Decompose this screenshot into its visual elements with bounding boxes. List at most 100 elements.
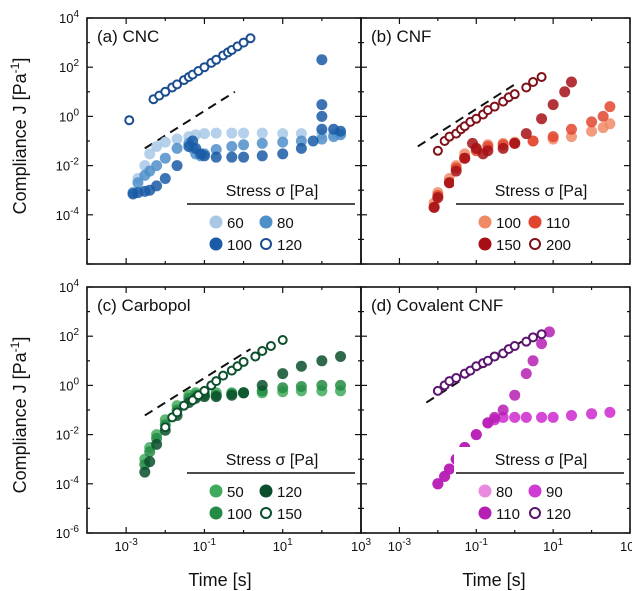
- legend-entry-label: 200: [546, 237, 571, 254]
- series-120: [432, 329, 547, 396]
- data-point: [171, 142, 183, 154]
- y-tick-label: 10-4: [56, 206, 80, 223]
- data-point: [245, 33, 256, 44]
- legend-marker: [529, 507, 541, 519]
- data-point: [470, 429, 482, 441]
- legend: Stress σ [Pa] 60 100 80 120: [185, 178, 357, 260]
- x-tick-label: 103: [351, 537, 371, 554]
- data-point: [171, 133, 183, 145]
- data-point: [198, 150, 210, 162]
- data-point: [521, 82, 532, 93]
- data-point: [151, 180, 163, 192]
- data-point: [159, 136, 171, 148]
- data-point: [559, 86, 571, 98]
- panel-title: (c) Carbopol: [97, 296, 191, 315]
- y-tick-label: 10-2: [56, 157, 80, 174]
- data-point: [238, 139, 250, 151]
- data-point: [172, 407, 183, 418]
- legend-entry-label: 100: [227, 237, 252, 254]
- y-tick-label: 10-6: [56, 524, 80, 541]
- data-point: [218, 370, 229, 381]
- data-point: [238, 37, 249, 48]
- data-point: [471, 113, 482, 124]
- data-point: [151, 160, 163, 172]
- series-200: [432, 71, 547, 156]
- legend-marker: [209, 506, 223, 520]
- data-point: [210, 144, 222, 156]
- data-point: [257, 346, 268, 357]
- data-point: [536, 338, 548, 350]
- data-point: [265, 340, 276, 351]
- data-point: [159, 172, 171, 184]
- data-point: [432, 478, 444, 490]
- series-100: [127, 54, 347, 200]
- data-point: [199, 385, 210, 396]
- data-point: [238, 127, 250, 139]
- legend-entry-label: 50: [227, 484, 244, 501]
- legend-title: Stress σ [Pa]: [226, 183, 319, 200]
- data-point: [509, 340, 520, 351]
- data-point: [277, 136, 289, 148]
- data-point: [547, 411, 559, 423]
- y-tick-label: 102: [59, 58, 79, 75]
- data-point: [210, 151, 222, 163]
- panel-2: (b) CNF Stress σ [Pa] 100 150 110 200: [360, 17, 631, 265]
- data-point: [277, 382, 289, 394]
- legend-entry-label: 100: [496, 215, 521, 232]
- data-point: [226, 127, 238, 139]
- data-point: [428, 201, 440, 213]
- data-point: [565, 76, 577, 88]
- legend-entry-label: 150: [277, 506, 302, 523]
- data-point: [527, 355, 539, 367]
- x-tick-label: 10-1: [465, 537, 489, 554]
- data-point: [171, 160, 183, 172]
- data-point: [211, 376, 222, 387]
- data-point: [256, 150, 268, 162]
- data-point: [277, 335, 288, 346]
- legend-entry-label: 120: [277, 237, 302, 254]
- data-point: [178, 400, 189, 411]
- x-tick-label: 101: [273, 537, 293, 554]
- data-point: [586, 408, 598, 420]
- data-point: [520, 368, 532, 380]
- data-point: [210, 391, 222, 403]
- data-point: [520, 411, 532, 423]
- legend-marker: [478, 484, 492, 498]
- data-point: [489, 351, 500, 362]
- data-point: [604, 118, 616, 130]
- data-point: [604, 406, 616, 418]
- data-point: [527, 135, 539, 147]
- data-point: [159, 152, 171, 164]
- data-point: [459, 152, 471, 164]
- data-point: [528, 77, 539, 88]
- legend-marker: [259, 215, 273, 229]
- data-point: [443, 177, 455, 189]
- legend-marker: [209, 484, 223, 498]
- data-point: [277, 368, 289, 380]
- slope-guide-line: [144, 90, 236, 150]
- data-point: [226, 389, 238, 401]
- data-point: [316, 54, 328, 66]
- data-point: [335, 125, 347, 137]
- data-point: [256, 127, 268, 139]
- series-150: [428, 76, 577, 213]
- data-point: [172, 79, 183, 90]
- y-tick-label: 104: [59, 9, 79, 26]
- data-point: [160, 86, 171, 97]
- y-tick-label: 10-4: [56, 475, 80, 492]
- legend-marker: [528, 215, 542, 229]
- x-tick-label: 10-1: [193, 537, 217, 554]
- legend-entry-label: 110: [546, 215, 570, 232]
- legend-title: Stress σ [Pa]: [226, 452, 319, 469]
- data-point: [198, 128, 210, 140]
- data-point: [139, 466, 151, 478]
- data-point: [226, 151, 238, 163]
- data-point: [132, 177, 144, 189]
- data-point: [316, 355, 328, 367]
- data-point: [335, 379, 347, 391]
- x-tick-label: 101: [543, 537, 563, 554]
- y-axis-title-bottom: Compliance J [Pa-1]: [8, 337, 30, 494]
- y-tick-label: 104: [59, 278, 79, 295]
- data-point: [335, 350, 347, 362]
- data-point: [547, 99, 559, 111]
